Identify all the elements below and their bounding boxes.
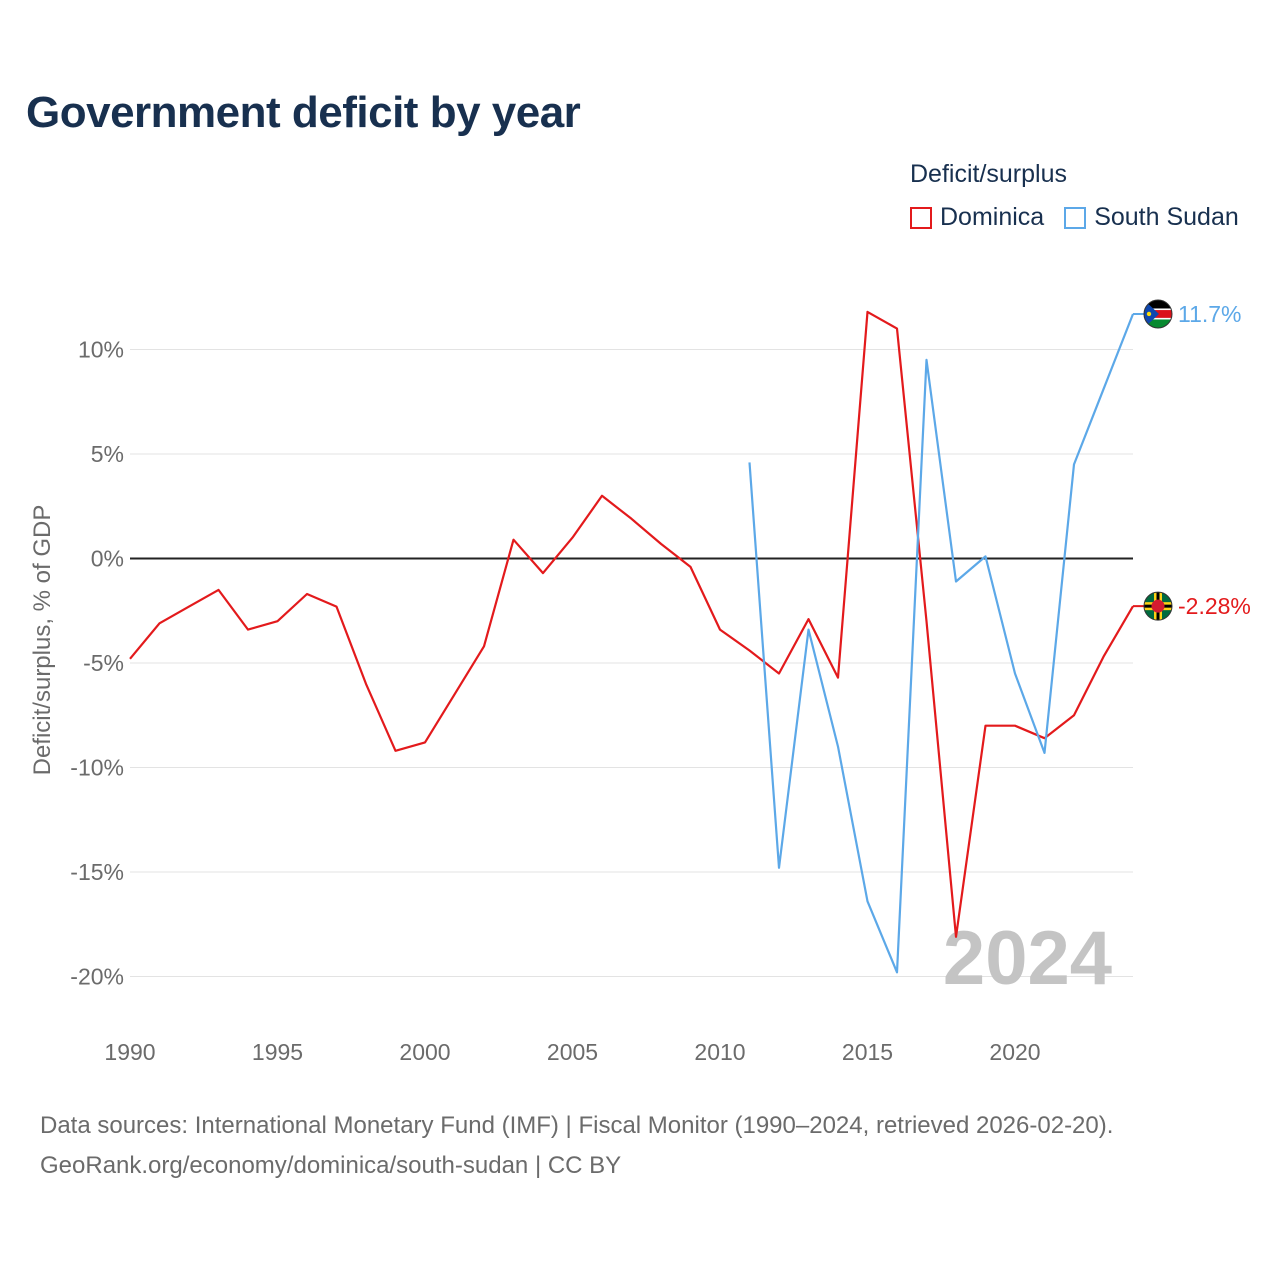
- source-line-1: Data sources: International Monetary Fun…: [40, 1112, 1114, 1139]
- legend-title: Deficit/surplus: [910, 160, 1067, 188]
- y-tick-label: 5%: [91, 441, 124, 467]
- south-sudan-flag-icon: [1143, 299, 1173, 329]
- y-tick-label: -20%: [70, 964, 124, 990]
- x-tick-label: 1990: [104, 1039, 155, 1065]
- legend-item-south-sudan[interactable]: South Sudan: [1064, 203, 1239, 232]
- source-line-2[interactable]: GeoRank.org/economy/dominica/south-sudan…: [40, 1152, 622, 1179]
- x-tick-label: 2020: [989, 1039, 1040, 1065]
- grid-lines: [130, 349, 1133, 977]
- x-tick-label: 2010: [694, 1039, 745, 1065]
- series: [129, 310, 1135, 974]
- legend-label-south-sudan: South Sudan: [1094, 203, 1239, 231]
- x-tick-label: 2005: [547, 1039, 598, 1065]
- year-watermark: 2024: [943, 916, 1112, 1001]
- dominica-flag-icon: [1143, 591, 1173, 621]
- y-axis-label: Deficit/surplus, % of GDP: [29, 505, 56, 776]
- end-markers: -2.28% 11.7%: [1133, 299, 1251, 621]
- legend-swatch-dominica: [910, 206, 932, 229]
- axes: 10% 5% 0% -5% -10% -15% -20% 1990 1995 2000 2005 20…: [70, 337, 1133, 1065]
- series-line-dominica[interactable]: [129, 310, 1134, 938]
- x-tick-label: 2000: [399, 1039, 450, 1065]
- series-line-south-sudan[interactable]: [748, 313, 1135, 974]
- y-tick-label: -15%: [70, 859, 124, 885]
- end-value-label-dominica: -2.28%: [1178, 593, 1251, 619]
- x-tick-label: 1995: [252, 1039, 303, 1065]
- source-note: Data sources: International Monetary Fun…: [40, 1106, 1113, 1186]
- y-tick-label: -5%: [83, 650, 124, 676]
- legend-swatch-south-sudan: [1064, 206, 1087, 229]
- y-tick-label: 10%: [78, 337, 124, 363]
- chart-plot-area: 2024 10% 5% 0% -5% -10% -15% -20% 1990 1995 2000 2…: [29, 299, 1251, 1065]
- legend-item-dominica[interactable]: Dominica: [910, 203, 1044, 232]
- y-tick-label: 0%: [91, 546, 124, 572]
- legend: Deficit/surplus Dominica South Sudan: [910, 160, 1239, 232]
- chart-title: Government deficit by year: [26, 88, 581, 137]
- x-tick-label: 2015: [842, 1039, 893, 1065]
- y-tick-label: -10%: [70, 755, 124, 781]
- end-value-label-south-sudan: 11.7%: [1178, 301, 1242, 327]
- legend-label-dominica: Dominica: [940, 203, 1045, 231]
